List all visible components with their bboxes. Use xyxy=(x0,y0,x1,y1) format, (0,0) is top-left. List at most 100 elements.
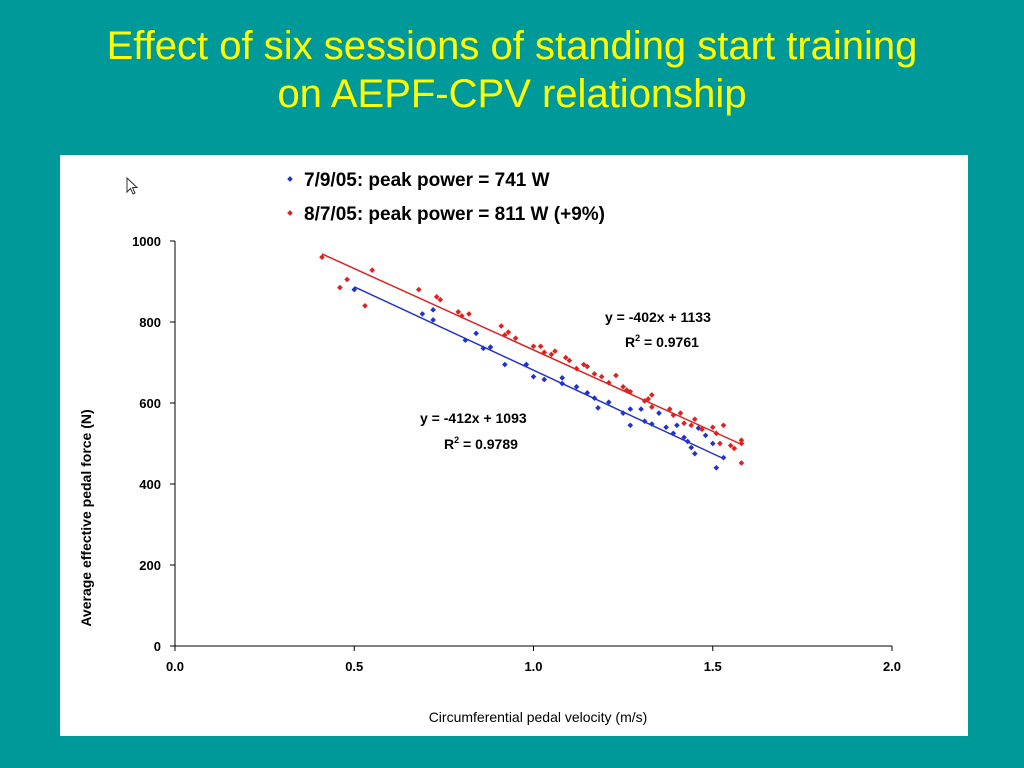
data-point-series-2 xyxy=(645,396,652,402)
legend-entry-series-1: 7/9/05: peak power = 741 W xyxy=(304,170,550,191)
legend-marker-series-1 xyxy=(287,176,293,182)
data-point-series-1 xyxy=(559,375,566,381)
legend: 7/9/05: peak power = 741 W 8/7/05: peak p… xyxy=(287,170,605,225)
y-tick-label: 400 xyxy=(139,477,161,492)
data-point-series-2 xyxy=(344,276,350,283)
x-tick-label: 1.5 xyxy=(704,659,722,674)
data-point-series-2 xyxy=(591,371,598,377)
data-point-series-2 xyxy=(415,286,422,293)
data-point-series-1 xyxy=(605,399,612,406)
data-point-series-2 xyxy=(677,410,684,416)
data-point-series-2 xyxy=(720,422,727,429)
data-point-series-1 xyxy=(559,380,566,387)
data-point-series-2 xyxy=(455,309,462,315)
data-point-series-1 xyxy=(584,390,591,396)
data-point-series-2 xyxy=(458,313,465,319)
data-point-series-2 xyxy=(717,440,723,447)
data-point-series-1 xyxy=(501,361,508,368)
data-point-series-2 xyxy=(681,420,687,427)
chart-panel: 0 200 400 600 800 1000 0.0 0.5 1.0 1.5 2.0 7/9/05:… xyxy=(60,155,968,736)
data-point-series-2 xyxy=(437,296,444,303)
data-point-series-1 xyxy=(541,376,548,383)
data-point-series-1 xyxy=(670,430,677,437)
data-point-series-1 xyxy=(656,410,662,416)
data-point-series-1 xyxy=(663,424,669,431)
data-point-series-2 xyxy=(573,365,580,372)
data-point-series-2 xyxy=(731,445,738,452)
y-tick-label: 800 xyxy=(139,315,161,330)
data-point-series-2 xyxy=(541,349,548,356)
data-points xyxy=(319,254,745,471)
trendline-series-2 xyxy=(321,253,742,446)
data-point-series-2 xyxy=(648,404,655,410)
data-point-series-1 xyxy=(419,311,426,317)
x-tick-label: 1.0 xyxy=(524,659,542,674)
data-point-series-2 xyxy=(738,440,745,447)
y-axis-label: Average effective pedal force (N) xyxy=(78,409,94,626)
data-point-series-2 xyxy=(566,357,573,364)
data-point-series-1 xyxy=(709,440,716,447)
data-point-series-1 xyxy=(720,454,727,461)
data-point-series-2 xyxy=(530,343,537,350)
slide-title-line-2: on AEPF-CPV relationship xyxy=(277,72,747,116)
x-axis-label: Circumferential pedal velocity (m/s) xyxy=(429,709,648,725)
data-point-series-2 xyxy=(627,388,634,395)
data-point-series-1 xyxy=(684,438,691,445)
y-tick-label: 600 xyxy=(139,396,161,411)
data-point-series-1 xyxy=(523,361,530,368)
data-point-series-1 xyxy=(487,344,494,350)
slide-title: Effect of six sessions of standing start… xyxy=(0,22,1024,118)
equation-labels: y = -412x + 1093 R2 = 0.9789 y = -402x + 1… xyxy=(420,309,711,452)
data-point-series-2 xyxy=(369,267,376,273)
data-point-series-2 xyxy=(613,372,619,379)
x-tick-label: 0.5 xyxy=(345,659,363,674)
y-tick-label: 200 xyxy=(139,558,161,573)
data-point-series-2 xyxy=(688,422,695,429)
slide-title-line-1: Effect of six sessions of standing start… xyxy=(106,24,918,68)
data-point-series-2 xyxy=(466,311,472,317)
data-point-series-1 xyxy=(473,330,479,337)
data-point-series-2 xyxy=(319,254,325,261)
data-point-series-1 xyxy=(648,421,655,427)
data-point-series-2 xyxy=(562,354,569,361)
data-point-series-1 xyxy=(620,410,626,416)
x-tick-label: 2.0 xyxy=(883,659,901,674)
data-point-series-1 xyxy=(681,434,687,441)
data-point-series-1 xyxy=(480,345,487,352)
data-point-series-1 xyxy=(674,422,680,429)
axes: 0 200 400 600 800 1000 0.0 0.5 1.0 1.5 2.0 xyxy=(132,234,901,674)
data-point-series-2 xyxy=(537,343,544,350)
data-point-series-2 xyxy=(691,416,698,423)
data-point-series-2 xyxy=(505,329,512,335)
mouse-cursor-icon xyxy=(126,176,139,195)
data-point-series-2 xyxy=(709,424,716,431)
data-point-series-1 xyxy=(573,383,580,390)
data-point-series-1 xyxy=(641,418,648,425)
data-point-series-2 xyxy=(598,373,605,380)
data-point-series-1 xyxy=(627,406,634,412)
r-squared-series-1: R2 = 0.9789 xyxy=(444,435,518,452)
data-point-series-2 xyxy=(738,437,745,444)
y-tick-label: 0 xyxy=(154,639,161,654)
data-point-series-2 xyxy=(699,426,705,433)
data-point-series-1 xyxy=(627,422,634,429)
data-point-series-2 xyxy=(552,348,558,354)
y-tick-label: 1000 xyxy=(132,234,161,249)
data-point-series-2 xyxy=(727,442,734,449)
data-point-series-1 xyxy=(638,406,644,412)
data-point-series-2 xyxy=(713,430,720,437)
data-point-series-1 xyxy=(351,286,358,293)
scatter-chart: 0 200 400 600 800 1000 0.0 0.5 1.0 1.5 2.0 7/9/05:… xyxy=(78,170,901,725)
legend-marker-series-2 xyxy=(287,210,293,216)
data-point-series-2 xyxy=(670,412,677,418)
data-point-series-2 xyxy=(498,323,505,329)
trend-equation-series-2: y = -402x + 1133 xyxy=(605,309,711,325)
data-point-series-2 xyxy=(620,383,626,390)
data-point-series-1 xyxy=(688,444,695,451)
trend-equation-series-1: y = -412x + 1093 xyxy=(420,410,527,426)
r-squared-series-2: R2 = 0.9761 xyxy=(625,333,699,350)
trendlines xyxy=(321,253,742,460)
data-point-series-2 xyxy=(512,335,519,342)
data-point-series-2 xyxy=(433,294,440,300)
data-point-series-2 xyxy=(337,284,343,291)
